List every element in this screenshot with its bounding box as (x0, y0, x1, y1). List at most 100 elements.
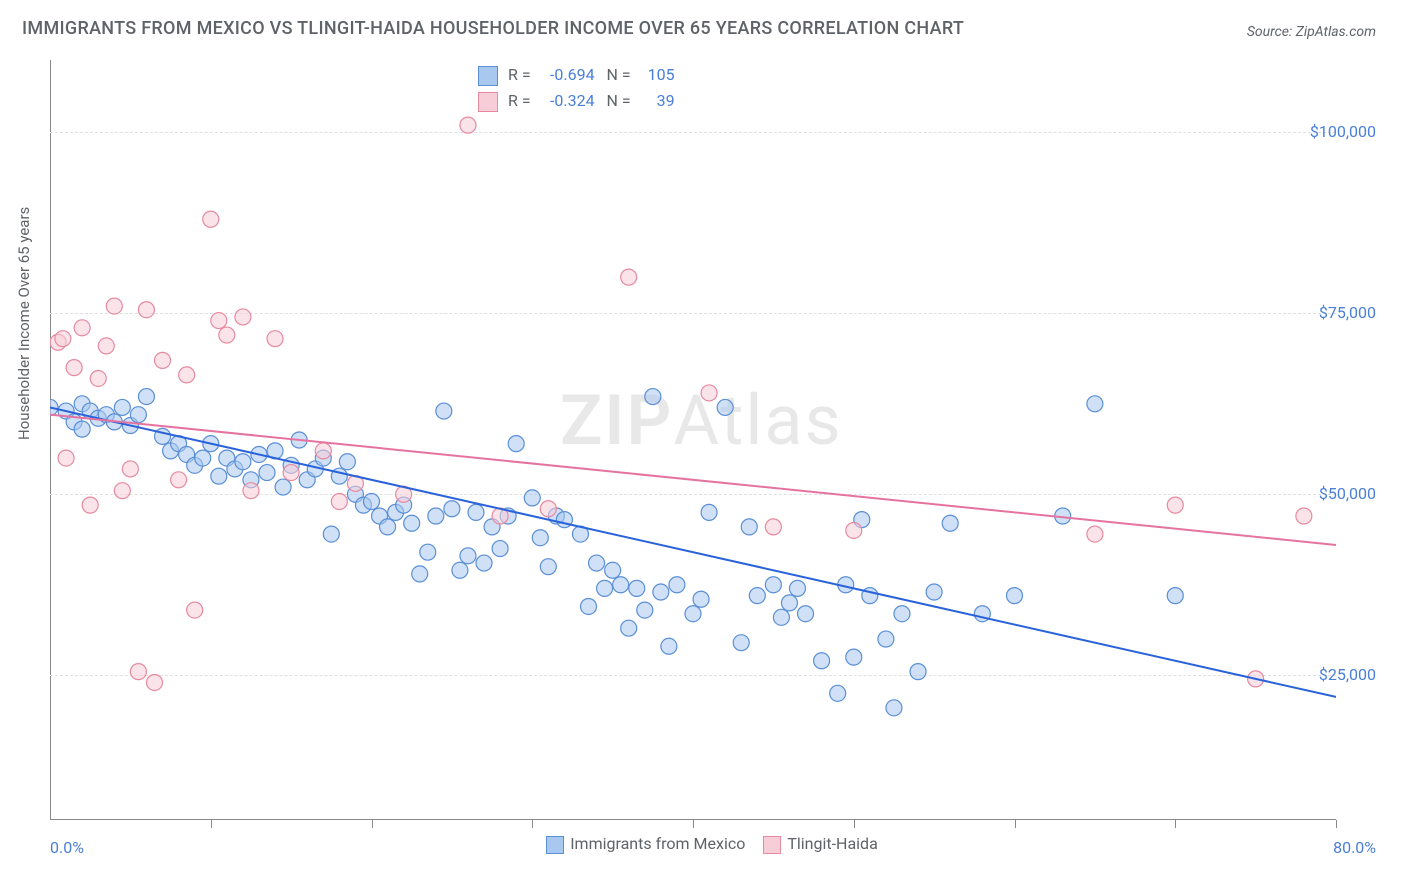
scatter-point-mexico (645, 389, 661, 405)
stats-row-tlingit: R = -0.324 N = 39 (478, 88, 675, 114)
scatter-point-tlingit (98, 338, 114, 354)
x-tick-mark (1336, 820, 1337, 828)
scatter-point-mexico (637, 602, 653, 618)
scatter-point-mexico (1167, 588, 1183, 604)
scatter-point-mexico (452, 562, 468, 578)
x-tick-mark (1175, 820, 1176, 828)
scatter-point-mexico (789, 580, 805, 596)
scatter-point-mexico (364, 494, 380, 510)
scatter-point-tlingit (90, 370, 106, 386)
scatter-point-mexico (138, 389, 154, 405)
legend-label-tlingit: Tlingit-Haida (787, 834, 877, 853)
scatter-point-tlingit (219, 327, 235, 343)
x-axis-max-label: 80.0% (1333, 838, 1376, 857)
scatter-point-mexico (629, 580, 645, 596)
scatter-point-tlingit (1087, 526, 1103, 542)
scatter-point-mexico (749, 588, 765, 604)
scatter-point-tlingit (171, 472, 187, 488)
scatter-point-tlingit (155, 352, 171, 368)
scatter-point-mexico (339, 454, 355, 470)
scatter-point-mexico (589, 555, 605, 571)
trend-line-mexico (50, 407, 1336, 697)
scatter-point-tlingit (130, 664, 146, 680)
scatter-point-tlingit (74, 320, 90, 336)
scatter-point-mexico (1007, 588, 1023, 604)
scatter-point-mexico (259, 465, 275, 481)
scatter-point-mexico (1087, 396, 1103, 412)
scatter-point-tlingit (179, 367, 195, 383)
scatter-point-mexico (910, 664, 926, 680)
swatch-icon (478, 92, 498, 112)
scatter-point-mexico (114, 399, 130, 415)
scatter-point-mexico (693, 591, 709, 607)
scatter-point-mexico (830, 685, 846, 701)
scatter-point-tlingit (138, 302, 154, 318)
scatter-point-tlingit (211, 313, 227, 329)
scatter-chart (50, 60, 1336, 820)
scatter-point-mexico (613, 577, 629, 593)
legend-label-mexico: Immigrants from Mexico (570, 834, 745, 853)
scatter-point-mexico (597, 580, 613, 596)
scatter-point-tlingit (146, 674, 162, 690)
scatter-point-mexico (942, 515, 958, 531)
scatter-point-mexico (878, 631, 894, 647)
scatter-point-mexico (460, 548, 476, 564)
scatter-point-tlingit (58, 450, 74, 466)
scatter-point-mexico (669, 577, 685, 593)
x-tick-mark (532, 820, 533, 828)
scatter-point-mexico (540, 559, 556, 575)
r-value: -0.324 (535, 88, 595, 114)
scatter-point-tlingit (243, 483, 259, 499)
scatter-point-tlingit (1296, 508, 1312, 524)
scatter-point-mexico (926, 584, 942, 600)
swatch-icon (478, 66, 498, 86)
scatter-point-tlingit (460, 117, 476, 133)
scatter-point-mexico (773, 609, 789, 625)
scatter-point-tlingit (331, 494, 347, 510)
scatter-point-tlingit (122, 461, 138, 477)
x-tick-mark (854, 820, 855, 828)
bottom-legend: Immigrants from Mexico Tlingit-Haida (0, 834, 1406, 854)
swatch-icon (763, 836, 781, 854)
x-tick-mark (372, 820, 373, 828)
scatter-point-mexico (476, 555, 492, 571)
scatter-point-tlingit (82, 497, 98, 513)
scatter-point-mexico (492, 541, 508, 557)
scatter-point-tlingit (106, 298, 122, 314)
scatter-point-tlingit (846, 522, 862, 538)
scatter-point-mexico (420, 544, 436, 560)
scatter-point-tlingit (540, 501, 556, 517)
scatter-point-mexico (846, 649, 862, 665)
scatter-point-mexico (798, 606, 814, 622)
swatch-icon (546, 836, 564, 854)
scatter-point-tlingit (66, 360, 82, 376)
x-axis-min-label: 0.0% (50, 838, 84, 857)
scatter-point-mexico (380, 519, 396, 535)
x-tick-mark (211, 820, 212, 828)
scatter-point-tlingit (55, 331, 71, 347)
scatter-point-mexico (436, 403, 452, 419)
scatter-point-tlingit (315, 443, 331, 459)
scatter-point-tlingit (235, 309, 251, 325)
scatter-point-mexico (701, 504, 717, 520)
scatter-point-mexico (717, 399, 733, 415)
scatter-point-mexico (74, 421, 90, 437)
scatter-point-mexico (741, 519, 757, 535)
x-tick-mark (693, 820, 694, 828)
scatter-point-mexico (195, 450, 211, 466)
scatter-point-mexico (404, 515, 420, 531)
chart-title: IMMIGRANTS FROM MEXICO VS TLINGIT-HAIDA … (22, 18, 964, 39)
scatter-point-mexico (444, 501, 460, 517)
scatter-point-mexico (765, 577, 781, 593)
scatter-point-mexico (581, 598, 597, 614)
scatter-point-mexico (508, 436, 524, 452)
scatter-point-mexico (428, 508, 444, 524)
scatter-point-mexico (605, 562, 621, 578)
r-value: -0.694 (535, 62, 595, 88)
scatter-point-tlingit (1167, 497, 1183, 513)
scatter-point-mexico (886, 700, 902, 716)
scatter-point-mexico (211, 468, 227, 484)
scatter-point-mexico (661, 638, 677, 654)
scatter-point-tlingit (765, 519, 781, 535)
n-value: 105 (635, 62, 675, 88)
